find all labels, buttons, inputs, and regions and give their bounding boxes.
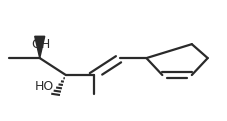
Text: HO: HO — [35, 80, 54, 93]
Polygon shape — [35, 36, 45, 58]
Text: OH: OH — [31, 38, 50, 50]
